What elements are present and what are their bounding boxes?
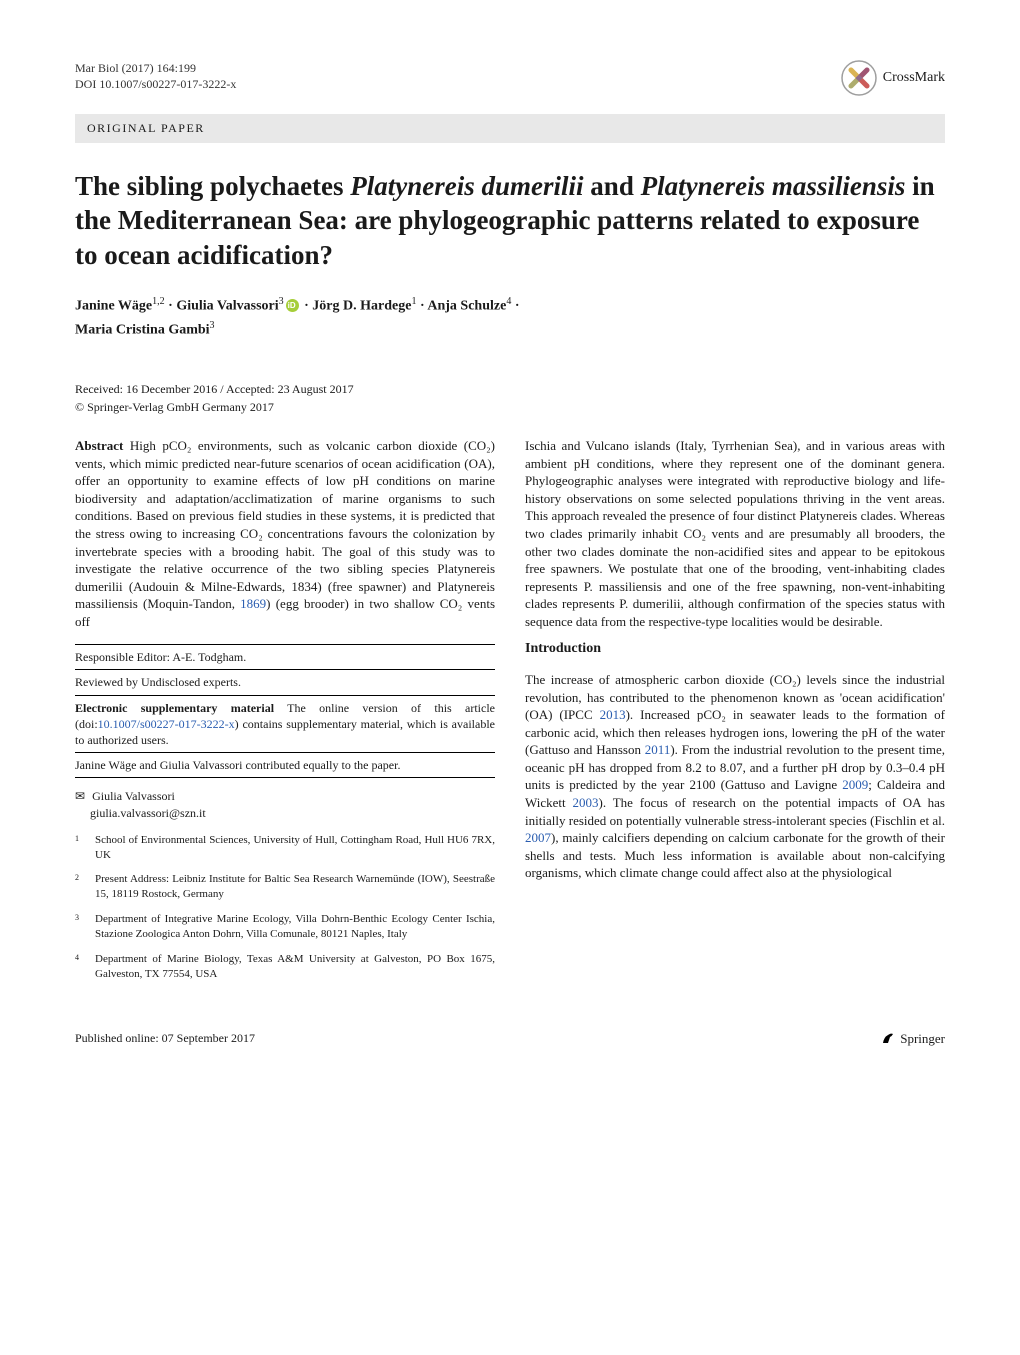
copyright: © Springer-Verlag GmbH Germany 2017 — [75, 399, 945, 415]
citation-year[interactable]: 1869 — [240, 596, 266, 611]
affiliation-number: 3 — [75, 912, 95, 942]
springer-horse-icon — [880, 1030, 896, 1046]
divider — [75, 644, 495, 645]
author-affil-sup: 3 — [279, 296, 284, 307]
author-name: Jörg D. Hardege — [312, 299, 411, 314]
abstract-text: High pCO₂ environments, such as volcanic… — [75, 438, 495, 611]
author-name: Janine Wäge — [75, 299, 152, 314]
affiliation-text: Department of Integrative Marine Ecology… — [95, 912, 495, 942]
publisher-name: Springer — [900, 1030, 945, 1048]
section-heading-introduction: Introduction — [525, 640, 945, 659]
author-sep: · — [511, 299, 519, 314]
article-title: The sibling polychaetes Platynereis dume… — [75, 169, 945, 273]
journal-header: Mar Biol (2017) 164:199 DOI 10.1007/s002… — [75, 60, 945, 92]
left-column: Abstract High pCO₂ environments, such as… — [75, 437, 495, 991]
author-sep: · — [301, 299, 313, 314]
esm-label: Electronic supplementary material — [75, 701, 274, 715]
divider — [75, 752, 495, 753]
contribution-note: Janine Wäge and Giulia Valvassori contri… — [75, 757, 495, 773]
article-category: ORIGINAL PAPER — [75, 114, 945, 142]
author-affil-sup: 3 — [210, 320, 215, 331]
published-online: Published online: 07 September 2017 — [75, 1030, 255, 1046]
citation-year[interactable]: 2011 — [645, 742, 671, 757]
title-text: and — [584, 171, 641, 201]
divider — [75, 695, 495, 696]
corresponding-name: Giulia Valvassori — [92, 789, 175, 803]
affiliation-item: 2 Present Address: Leibniz Institute for… — [75, 872, 495, 902]
two-column-layout: Abstract High pCO₂ environments, such as… — [75, 437, 945, 991]
crossmark-icon — [841, 60, 877, 96]
reviewed-by: Reviewed by Undisclosed experts. — [75, 674, 495, 690]
page-footer: Published online: 07 September 2017 Spri… — [75, 1030, 945, 1048]
abstract-continuation: Ischia and Vulcano islands (Italy, Tyrrh… — [525, 437, 945, 630]
journal-doi: DOI 10.1007/s00227-017-3222-x — [75, 76, 945, 92]
author-sep: · — [416, 299, 427, 314]
affiliation-item: 3 Department of Integrative Marine Ecolo… — [75, 912, 495, 942]
article-dates: Received: 16 December 2016 / Accepted: 2… — [75, 381, 945, 397]
affiliation-text: School of Environmental Sciences, Univer… — [95, 833, 495, 863]
crossmark-badge[interactable]: CrossMark — [841, 60, 945, 96]
citation-year[interactable]: 2013 — [600, 707, 626, 722]
journal-name: Mar Biol (2017) 164:199 — [75, 60, 945, 76]
affiliations-list: 1 School of Environmental Sciences, Univ… — [75, 833, 495, 982]
authors-block: Janine Wäge1,2 · Giulia Valvassori3 · Jö… — [75, 294, 945, 341]
author-sep: · — [165, 299, 177, 314]
affiliation-item: 1 School of Environmental Sciences, Univ… — [75, 833, 495, 863]
author-name: Anja Schulze — [427, 299, 506, 314]
corresponding-email[interactable]: giulia.valvassori@szn.it — [90, 806, 206, 820]
affiliation-text: Department of Marine Biology, Texas A&M … — [95, 952, 495, 982]
author-name: Maria Cristina Gambi — [75, 322, 210, 337]
affiliation-item: 4 Department of Marine Biology, Texas A&… — [75, 952, 495, 982]
affiliation-text: Present Address: Leibniz Institute for B… — [95, 872, 495, 902]
esm-doi-link[interactable]: 10.1007/s00227-017-3222-x — [98, 717, 235, 731]
right-column: Ischia and Vulcano islands (Italy, Tyrrh… — [525, 437, 945, 991]
title-text: The sibling polychaetes — [75, 171, 350, 201]
affiliation-number: 4 — [75, 952, 95, 982]
affiliation-number: 2 — [75, 872, 95, 902]
responsible-editor: Responsible Editor: A-E. Todgham. — [75, 649, 495, 665]
corresponding-author: ✉ Giulia Valvassori giulia.valvassori@sz… — [75, 788, 495, 820]
envelope-icon: ✉ — [75, 789, 85, 803]
publisher-logo: Springer — [880, 1030, 945, 1048]
title-species: Platynereis massiliensis — [641, 171, 906, 201]
introduction-paragraph: The increase of atmospheric carbon dioxi… — [525, 671, 945, 882]
esm-block: Electronic supplementary material The on… — [75, 700, 495, 749]
divider — [75, 669, 495, 670]
intro-text: ), mainly calcifiers depending on calciu… — [525, 830, 945, 880]
author-name: Giulia Valvassori — [176, 299, 278, 314]
affiliation-number: 1 — [75, 833, 95, 863]
title-species: Platynereis dumerilii — [350, 171, 583, 201]
abstract-paragraph: Abstract High pCO₂ environments, such as… — [75, 437, 495, 630]
abstract-label: Abstract — [75, 438, 123, 453]
divider — [75, 777, 495, 778]
crossmark-label: CrossMark — [883, 69, 945, 88]
citation-year[interactable]: 2003 — [573, 795, 599, 810]
citation-year[interactable]: 2009 — [842, 777, 868, 792]
author-affil-sup: 1,2 — [152, 296, 165, 307]
citation-year[interactable]: 2007 — [525, 830, 551, 845]
orcid-icon[interactable] — [286, 299, 299, 312]
